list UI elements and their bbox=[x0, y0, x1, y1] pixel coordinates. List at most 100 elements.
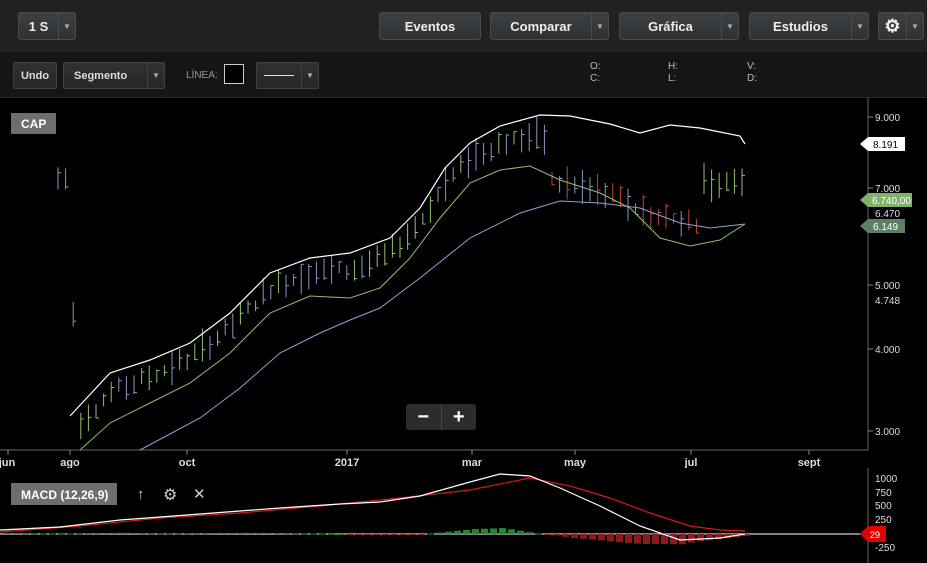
ohlc-close: C: bbox=[590, 73, 600, 84]
macd-histogram-bar bbox=[184, 533, 191, 535]
macd-histogram-bar bbox=[373, 534, 380, 535]
macd-histogram-bar bbox=[643, 534, 650, 545]
price-tag-last-label: 6.740,00 bbox=[872, 196, 911, 207]
arrow-up-icon[interactable]: ↑ bbox=[137, 486, 145, 503]
macd-histogram-bar bbox=[355, 534, 362, 535]
macd-y-tick: 250 bbox=[875, 515, 892, 526]
macd-histogram-bar bbox=[157, 533, 164, 535]
moving-average-upper bbox=[69, 114, 746, 417]
comparar-button[interactable]: Comparar ▼ bbox=[490, 12, 609, 40]
macd-histogram-bar bbox=[391, 534, 398, 535]
macd-histogram-bar bbox=[346, 534, 353, 535]
macd-histogram-bar bbox=[148, 533, 155, 535]
grafica-button[interactable]: Gráfica ▼ bbox=[619, 12, 739, 40]
zoom-in-button[interactable]: + bbox=[452, 406, 465, 428]
macd-histogram-bar bbox=[31, 533, 38, 535]
macd-histogram-bar bbox=[382, 534, 389, 536]
y-tick: 4.000 bbox=[875, 345, 900, 356]
y-tick: 7.000 bbox=[875, 184, 900, 195]
moving-average-mid bbox=[79, 165, 746, 451]
line-color-swatch[interactable] bbox=[224, 64, 244, 84]
ohlc-volume: V: bbox=[747, 61, 757, 72]
undo-button[interactable]: Undo bbox=[13, 62, 57, 89]
macd-histogram-bar bbox=[598, 534, 605, 541]
y-tick: 5.000 bbox=[875, 281, 900, 292]
ohlc-date: D: bbox=[747, 73, 757, 84]
macd-histogram-bar bbox=[679, 534, 686, 545]
close-icon[interactable]: ✕ bbox=[193, 486, 206, 503]
price-tag-lower: 6.149 bbox=[860, 219, 905, 233]
estudios-label: Estudios bbox=[773, 18, 828, 34]
macd-histogram-bar bbox=[67, 533, 74, 535]
macd-histogram-bar bbox=[571, 534, 578, 538]
price-tag-last: 6.740,00 bbox=[860, 193, 912, 207]
macd-study-badge[interactable]: MACD (12,26,9) bbox=[11, 483, 117, 505]
chevron-down-icon: ▼ bbox=[721, 13, 738, 39]
top-bar: 1 S ▼ Eventos Comparar ▼ Gráfica ▼ Estud… bbox=[0, 0, 927, 53]
macd-histogram-bar bbox=[202, 533, 209, 535]
macd-histogram-bar bbox=[499, 528, 506, 534]
period-label: 1 S bbox=[28, 18, 49, 34]
macd-panel[interactable]: 1000 750 500 250 -250 29 MACD (12,26,9) … bbox=[0, 468, 927, 563]
chevron-down-icon: ▼ bbox=[851, 13, 868, 39]
estudios-button[interactable]: Estudios ▼ bbox=[749, 12, 869, 40]
macd-histogram-bar bbox=[265, 532, 272, 534]
price-chart[interactable]: 9.000 7.000 6.470 5.000 4.748 4.000 3.00… bbox=[0, 98, 927, 468]
tool-selector[interactable]: Segmento ▼ bbox=[63, 62, 165, 89]
macd-histogram-bar bbox=[220, 532, 227, 534]
x-tick: mar bbox=[462, 457, 483, 468]
macd-histogram-bar bbox=[58, 533, 65, 535]
macd-y-tick: 750 bbox=[875, 488, 892, 499]
macd-histogram-bar bbox=[724, 534, 731, 539]
macd-histogram-bar bbox=[319, 533, 326, 535]
macd-histogram-bar bbox=[139, 533, 146, 535]
macd-histogram-bar bbox=[661, 534, 668, 545]
macd-y-tick: -250 bbox=[875, 543, 895, 554]
macd-histogram-bar bbox=[688, 534, 695, 543]
macd-histogram-bar bbox=[22, 533, 29, 535]
macd-histogram-bar bbox=[589, 534, 596, 540]
macd-histogram-bar bbox=[121, 532, 128, 534]
symbol-badge[interactable]: CAP bbox=[11, 113, 56, 134]
chevron-down-icon: ▼ bbox=[58, 13, 75, 39]
macd-study-label: MACD (12,26,9) bbox=[21, 488, 108, 502]
macd-histogram-bar bbox=[211, 533, 218, 535]
comparar-label: Comparar bbox=[510, 18, 572, 34]
y-axis-ticks: 9.000 7.000 6.470 5.000 4.748 4.000 3.00… bbox=[868, 113, 900, 438]
ohlc-high: H: bbox=[668, 61, 678, 72]
price-bars bbox=[57, 116, 745, 440]
macd-histogram-bar bbox=[409, 534, 416, 535]
macd-histogram-bar bbox=[526, 532, 533, 534]
zoom-controls: − + bbox=[406, 404, 476, 430]
macd-histogram-bar bbox=[742, 534, 749, 537]
macd-histogram-bar bbox=[427, 533, 434, 535]
macd-histogram-bar bbox=[103, 532, 110, 534]
macd-histogram-bar bbox=[130, 532, 137, 534]
x-axis-ticks: jun ago oct 2017 mar may jul sept bbox=[0, 450, 821, 468]
gear-icon[interactable]: ⚙ bbox=[163, 487, 177, 504]
macd-histogram-bar bbox=[400, 534, 407, 535]
settings-button[interactable]: ⚙ ▼ bbox=[878, 12, 924, 40]
macd-histogram-bar bbox=[175, 533, 182, 535]
macd-histogram-bar bbox=[40, 533, 47, 535]
macd-histogram-bar bbox=[76, 533, 83, 535]
macd-histogram-bar bbox=[706, 534, 713, 541]
macd-histogram-bar bbox=[553, 534, 560, 536]
macd-histogram-bar bbox=[364, 534, 371, 535]
macd-histogram-bar bbox=[238, 532, 245, 534]
macd-histogram-bar bbox=[445, 531, 452, 534]
chevron-down-icon: ▼ bbox=[591, 13, 608, 39]
macd-value-label: 29 bbox=[870, 530, 880, 540]
tool-label: Segmento bbox=[74, 69, 128, 82]
eventos-button[interactable]: Eventos bbox=[379, 12, 481, 40]
period-selector[interactable]: 1 S ▼ bbox=[18, 12, 76, 40]
line-style-selector[interactable]: ▼ bbox=[256, 62, 319, 89]
x-tick: jul bbox=[684, 457, 698, 468]
macd-histogram-bar bbox=[310, 533, 317, 535]
macd-histogram-bar bbox=[436, 532, 443, 534]
macd-line bbox=[0, 473, 746, 541]
macd-histogram-bar bbox=[112, 532, 119, 534]
x-tick: jun bbox=[0, 457, 16, 468]
x-tick: oct bbox=[179, 457, 196, 468]
zoom-out-button[interactable]: − bbox=[406, 404, 442, 430]
